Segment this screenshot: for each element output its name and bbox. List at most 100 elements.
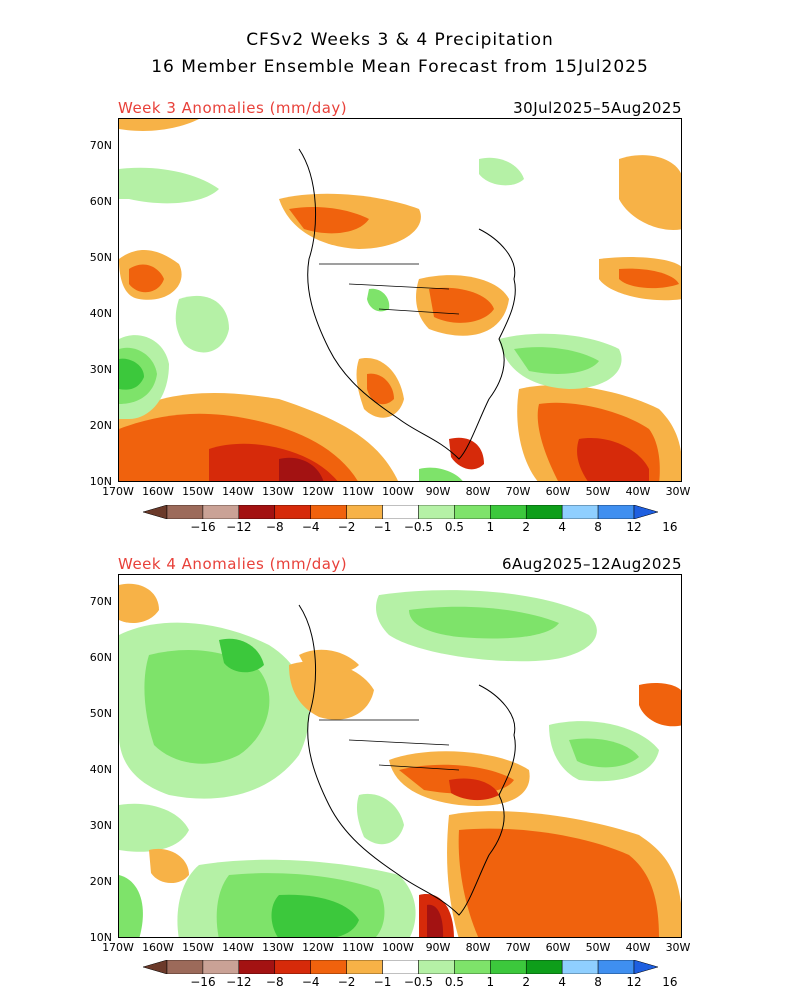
lon-label: 70W bbox=[505, 941, 531, 954]
lon-label: 80W bbox=[465, 485, 491, 498]
colorbar-tick-label: 16 bbox=[662, 520, 678, 534]
colorbar-cell bbox=[454, 960, 491, 974]
lon-label: 150W bbox=[182, 941, 214, 954]
week3-dates: 30Jul2025–5Aug2025 bbox=[513, 99, 682, 117]
colorbar-cell bbox=[202, 960, 240, 974]
colorbar-cell bbox=[418, 505, 455, 519]
week3-anomaly-field bbox=[119, 119, 681, 481]
colorbar-tick-label: −0.5 bbox=[403, 975, 434, 989]
lon-label: 170W bbox=[102, 941, 134, 954]
colorbar-cell bbox=[597, 960, 635, 974]
colorbar-cell bbox=[382, 505, 419, 519]
chart-title-line2: 16 Member Ensemble Mean Forecast from 15… bbox=[151, 57, 649, 77]
colorbar-cell bbox=[418, 960, 455, 974]
lat-label-40n: 40N bbox=[89, 763, 112, 776]
colorbar-tick-label: −2 bbox=[337, 520, 356, 534]
colorbar-tick-label: −0.5 bbox=[403, 520, 434, 534]
lon-label: 100W bbox=[382, 941, 414, 954]
week4-map bbox=[118, 574, 682, 938]
colorbar-cell bbox=[525, 505, 563, 519]
lon-label: 100W bbox=[382, 485, 414, 498]
colorbar-tick-label: −2 bbox=[337, 975, 356, 989]
colorbar-cell bbox=[490, 505, 527, 519]
lat-label-20n: 20N bbox=[89, 419, 112, 432]
lon-label: 110W bbox=[342, 485, 374, 498]
colorbar-cell bbox=[202, 505, 240, 519]
lon-label: 140W bbox=[222, 941, 254, 954]
colorbar-cell bbox=[274, 960, 311, 974]
colorbar-tick-label: 4 bbox=[558, 520, 566, 534]
lat-label-30n: 30N bbox=[89, 819, 112, 832]
colorbar-tick-label: −1 bbox=[373, 975, 392, 989]
lon-label: 40W bbox=[625, 941, 651, 954]
colorbar-cell bbox=[238, 505, 276, 519]
lat-label-40n: 40N bbox=[89, 307, 112, 320]
lat-label-50n: 50N bbox=[89, 251, 112, 264]
colorbar-cell bbox=[274, 505, 311, 519]
colorbar-cell bbox=[454, 505, 491, 519]
lon-label: 90W bbox=[425, 485, 451, 498]
lon-label: 30W bbox=[665, 485, 691, 498]
colorbar-low-end bbox=[143, 960, 168, 974]
colorbar-tick-label: −1 bbox=[373, 520, 392, 534]
colorbar-tick-label: −12 bbox=[226, 975, 252, 989]
week4-dates: 6Aug2025–12Aug2025 bbox=[501, 555, 682, 573]
week3-map bbox=[118, 118, 682, 482]
lon-label: 120W bbox=[302, 485, 334, 498]
colorbar-tick-label: 4 bbox=[558, 975, 566, 989]
week3-title: Week 3 Anomalies (mm/day) bbox=[118, 99, 348, 117]
colorbar-tick-label: 2 bbox=[522, 975, 531, 989]
colorbar-cell bbox=[561, 505, 599, 519]
colorbar-high-end bbox=[633, 505, 658, 519]
lat-label-50n: 50N bbox=[89, 707, 112, 720]
colorbar-cell bbox=[382, 960, 419, 974]
lon-label: 30W bbox=[665, 941, 691, 954]
colorbar-tick-label: 8 bbox=[594, 520, 602, 534]
colorbar-cell bbox=[166, 960, 204, 974]
lat-label-10n: 10N bbox=[89, 475, 112, 488]
colorbar-cell bbox=[597, 505, 635, 519]
lon-label: 170W bbox=[102, 485, 134, 498]
colorbar-tick-label: −8 bbox=[265, 520, 284, 534]
lat-label-70n: 70N bbox=[89, 595, 112, 608]
colorbar-tick-label: 8 bbox=[594, 975, 602, 989]
colorbar-tick-label: −16 bbox=[190, 520, 216, 534]
chart-title-line1: CFSv2 Weeks 3 & 4 Precipitation bbox=[246, 30, 554, 50]
lon-label: 70W bbox=[505, 485, 531, 498]
colorbar-cell bbox=[346, 505, 383, 519]
lon-label: 110W bbox=[342, 941, 374, 954]
colorbar-tick-label: 2 bbox=[522, 520, 531, 534]
colorbar-tick-label: 12 bbox=[626, 975, 642, 989]
lon-label: 150W bbox=[182, 485, 214, 498]
colorbar-cell bbox=[310, 505, 347, 519]
lat-label-70n: 70N bbox=[89, 139, 112, 152]
lat-label-60n: 60N bbox=[89, 195, 112, 208]
colorbar-tick-label: 1 bbox=[486, 975, 495, 989]
lon-label: 130W bbox=[262, 941, 294, 954]
colorbar-tick-label: 1 bbox=[486, 520, 495, 534]
lon-label: 50W bbox=[585, 485, 611, 498]
colorbar-cell bbox=[525, 960, 563, 974]
colorbar-tick-label: 0.5 bbox=[444, 975, 464, 989]
colorbar-low-end bbox=[143, 505, 168, 519]
colorbar-cell bbox=[490, 960, 527, 974]
colorbar-tick-label: −8 bbox=[265, 975, 284, 989]
lon-label: 40W bbox=[625, 485, 651, 498]
colorbar-tick-label: −16 bbox=[190, 975, 216, 989]
colorbar-tick-label: 0.5 bbox=[444, 520, 464, 534]
colorbar-cell bbox=[166, 505, 204, 519]
week3-colorbar bbox=[143, 505, 658, 519]
lat-label-30n: 30N bbox=[89, 363, 112, 376]
lat-label-10n: 10N bbox=[89, 931, 112, 944]
lat-label-60n: 60N bbox=[89, 651, 112, 664]
colorbar-tick-label: −4 bbox=[301, 520, 320, 534]
lon-label: 140W bbox=[222, 485, 254, 498]
lon-label: 50W bbox=[585, 941, 611, 954]
colorbar-tick-label: −12 bbox=[226, 520, 252, 534]
week4-colorbar bbox=[143, 960, 658, 974]
lon-label: 60W bbox=[545, 485, 571, 498]
lon-label: 80W bbox=[465, 941, 491, 954]
lon-label: 120W bbox=[302, 941, 334, 954]
week4-title: Week 4 Anomalies (mm/day) bbox=[118, 555, 348, 573]
lat-label-20n: 20N bbox=[89, 875, 112, 888]
